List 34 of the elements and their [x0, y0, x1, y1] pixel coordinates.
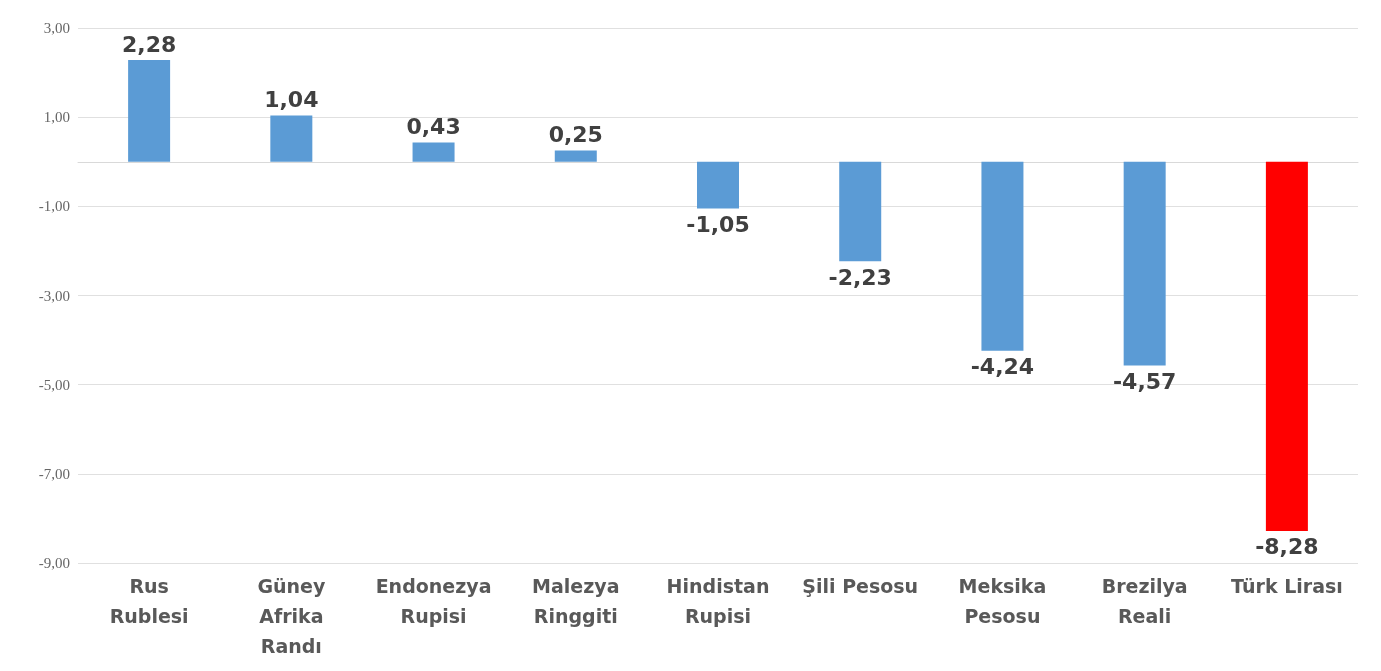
- y-tick-label: 3,00: [43, 20, 70, 36]
- y-tick-label: 1,00: [43, 109, 70, 126]
- bar: [1123, 161, 1166, 366]
- bar: [839, 161, 882, 262]
- x-tick-label: Güney Afrika Randı: [257, 575, 326, 657]
- data-label: 2,28: [121, 31, 177, 57]
- x-tick-label: Hindistan Rupisi: [666, 575, 770, 627]
- x-tick-label: Şili Pesosu: [802, 575, 919, 597]
- bar: [412, 142, 455, 162]
- data-label: -4,57: [1112, 369, 1177, 394]
- bar: [1265, 161, 1308, 531]
- y-tick-label: -7,00: [38, 465, 70, 482]
- x-tick-label: Brezilya Reali: [1101, 575, 1188, 627]
- x-tick-label: Endonezya Rupisi: [375, 575, 492, 627]
- x-tick-label: Malezya Ringgiti: [532, 575, 620, 627]
- x-tick-label: Rus Rublesi: [109, 575, 189, 627]
- y-tick-label: -1,00: [38, 198, 70, 215]
- bar: [128, 60, 171, 162]
- bar: [981, 161, 1024, 351]
- bar: [554, 150, 597, 162]
- bar: [697, 161, 739, 209]
- data-label: 1,04: [264, 86, 319, 112]
- data-label: -1,05: [686, 212, 750, 238]
- y-tick-label: -3,00: [38, 287, 70, 304]
- data-label: 0,25: [548, 122, 603, 148]
- y-tick-label: -5,00: [38, 376, 70, 393]
- bar: [270, 115, 313, 162]
- y-tick-label: -9,00: [38, 555, 70, 571]
- data-label: -2,23: [828, 264, 892, 290]
- data-label: -4,24: [970, 354, 1035, 380]
- x-tick-label: Meksika Pesosu: [958, 575, 1047, 627]
- x-tick-label: Türk Lirası: [1230, 575, 1343, 597]
- data-label: -8,28: [1255, 534, 1319, 560]
- data-label: 0,43: [406, 114, 461, 140]
